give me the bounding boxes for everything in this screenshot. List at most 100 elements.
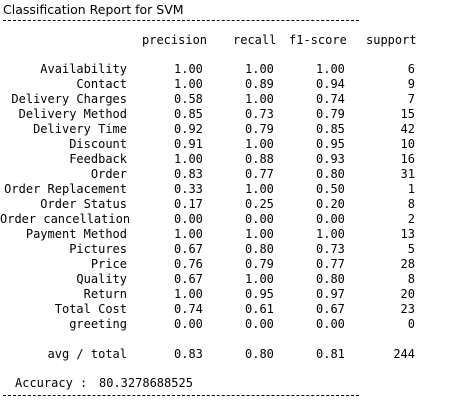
row-support: 23 xyxy=(400,302,415,316)
row-support: 1 xyxy=(407,182,415,196)
row-recall: 0.00 xyxy=(245,212,274,226)
row-f1: 1.00 xyxy=(316,62,345,76)
row-recall: 0.77 xyxy=(245,167,274,181)
row-recall: 1.00 xyxy=(245,92,274,106)
row-f1: 0.94 xyxy=(316,77,345,91)
row-label: Total Cost xyxy=(54,302,127,316)
row-f1: 0.79 xyxy=(316,107,345,121)
row-support: 15 xyxy=(400,107,415,121)
row-support: 8 xyxy=(407,272,415,286)
row-precision: 0.33 xyxy=(174,182,203,196)
row-support: 5 xyxy=(407,242,415,256)
row-label: Availability xyxy=(40,62,127,76)
avg-total-recall: 0.80 xyxy=(245,347,274,361)
row-precision: 0.00 xyxy=(174,317,203,331)
row-recall: 1.00 xyxy=(245,137,274,151)
row-support: 8 xyxy=(407,197,415,211)
row-f1: 0.50 xyxy=(316,182,345,196)
row-support: 0 xyxy=(407,317,415,331)
row-recall: 1.00 xyxy=(245,227,274,241)
row-f1: 0.20 xyxy=(316,197,345,211)
row-recall: 1.00 xyxy=(245,272,274,286)
row-label: Order Replacement xyxy=(4,182,127,196)
header-recall: recall xyxy=(233,33,277,47)
row-support: 7 xyxy=(407,92,415,106)
avg-total-f1: 0.81 xyxy=(316,347,345,361)
row-precision: 0.91 xyxy=(174,137,203,151)
accuracy-label: Accuracy : xyxy=(15,376,88,390)
row-support: 2 xyxy=(407,212,415,226)
row-precision: 1.00 xyxy=(174,62,203,76)
row-recall: 0.95 xyxy=(245,287,274,301)
header-support: support xyxy=(366,33,417,47)
row-f1: 0.93 xyxy=(316,152,345,166)
row-recall: 1.00 xyxy=(245,62,274,76)
row-support: 6 xyxy=(407,62,415,76)
row-recall: 0.89 xyxy=(245,77,274,91)
row-support: 16 xyxy=(400,152,415,166)
row-f1: 0.73 xyxy=(316,242,345,256)
row-recall: 0.00 xyxy=(245,317,274,331)
row-label: greeting xyxy=(69,317,127,331)
row-label: Price xyxy=(90,257,127,271)
top-rule xyxy=(3,20,359,21)
row-support: 42 xyxy=(400,122,415,136)
row-label: Delivery Charges xyxy=(11,92,127,106)
avg-total-precision: 0.83 xyxy=(174,347,203,361)
row-label: Quality xyxy=(76,272,127,286)
row-recall: 0.73 xyxy=(245,107,274,121)
row-precision: 1.00 xyxy=(174,227,203,241)
row-f1: 0.67 xyxy=(316,302,345,316)
row-label: Return xyxy=(83,287,127,301)
avg-total-support: 244 xyxy=(393,347,415,361)
row-f1: 0.95 xyxy=(316,137,345,151)
row-f1: 0.80 xyxy=(316,272,345,286)
row-f1: 0.85 xyxy=(316,122,345,136)
row-f1: 0.74 xyxy=(316,92,345,106)
row-precision: 1.00 xyxy=(174,77,203,91)
row-label: Delivery Time xyxy=(33,122,127,136)
row-recall: 0.79 xyxy=(245,257,274,271)
row-label: Delivery Method xyxy=(18,107,127,121)
row-label: Contact xyxy=(76,77,127,91)
row-f1: 0.00 xyxy=(316,317,345,331)
row-precision: 0.00 xyxy=(174,212,203,226)
row-precision: 0.74 xyxy=(174,302,203,316)
row-precision: 0.17 xyxy=(174,197,203,211)
row-label: Pictures xyxy=(69,242,127,256)
row-recall: 0.88 xyxy=(245,152,274,166)
header-precision: precision xyxy=(142,33,208,47)
accuracy-value: 80.3278688525 xyxy=(99,376,193,390)
row-precision: 0.58 xyxy=(174,92,203,106)
row-recall: 0.79 xyxy=(245,122,274,136)
row-precision: 0.83 xyxy=(174,167,203,181)
row-precision: 0.67 xyxy=(174,272,203,286)
row-precision: 0.67 xyxy=(174,242,203,256)
row-precision: 1.00 xyxy=(174,152,203,166)
bottom-rule xyxy=(3,395,359,396)
row-f1: 1.00 xyxy=(316,227,345,241)
row-label: Order cancellation xyxy=(0,212,131,226)
row-precision: 0.85 xyxy=(174,107,203,121)
header-f1-score: f1-score xyxy=(289,33,347,47)
row-support: 10 xyxy=(400,137,415,151)
row-f1: 0.77 xyxy=(316,257,345,271)
row-support: 28 xyxy=(400,257,415,271)
row-recall: 0.61 xyxy=(245,302,274,316)
row-precision: 1.00 xyxy=(174,287,203,301)
row-f1: 0.00 xyxy=(316,212,345,226)
row-recall: 0.80 xyxy=(245,242,274,256)
row-support: 13 xyxy=(400,227,415,241)
row-label: Feedback xyxy=(69,152,127,166)
row-f1: 0.97 xyxy=(316,287,345,301)
row-support: 31 xyxy=(400,167,415,181)
row-support: 20 xyxy=(400,287,415,301)
row-label: Payment Method xyxy=(25,227,127,241)
avg-total-label: avg / total xyxy=(47,347,127,361)
report-title: Classification Report for SVM xyxy=(3,2,184,17)
row-f1: 0.80 xyxy=(316,167,345,181)
row-label: Discount xyxy=(69,137,127,151)
row-precision: 0.76 xyxy=(174,257,203,271)
row-label: Order xyxy=(90,167,127,181)
